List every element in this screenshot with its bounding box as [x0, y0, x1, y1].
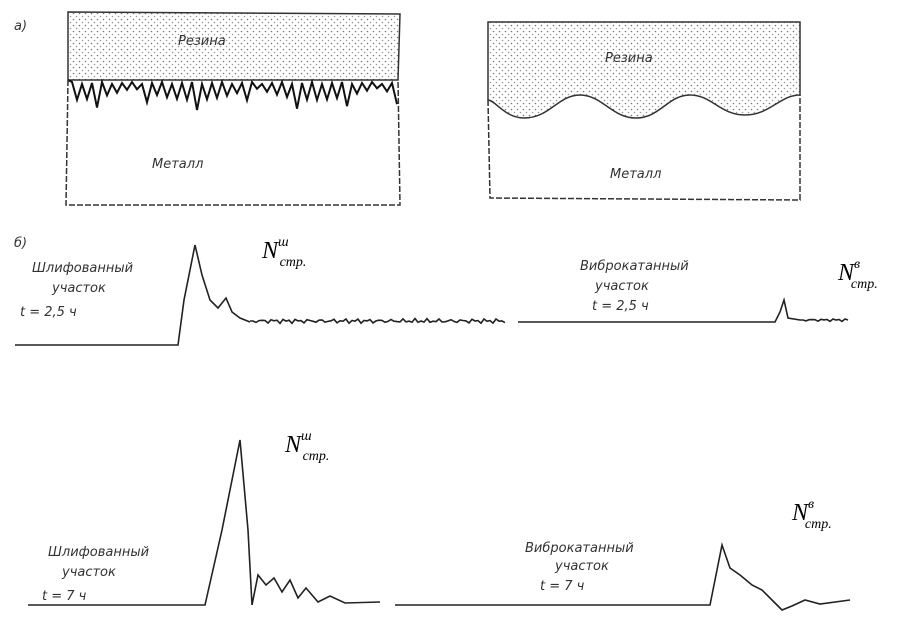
trace — [15, 244, 251, 346]
caption: участок — [61, 565, 116, 580]
metal-label: Металл — [610, 167, 661, 182]
force-label: Nв стр. — [837, 257, 878, 292]
symbol: N — [791, 500, 810, 526]
panel-label: б) — [14, 236, 27, 251]
force-label: Nш стр. — [261, 235, 306, 270]
symbol: N — [837, 260, 856, 286]
rubber-label: Резина — [605, 51, 653, 66]
caption: участок — [554, 559, 609, 574]
caption: Виброкатанный — [580, 259, 689, 274]
left-sketch — [65, 11, 401, 206]
trace — [395, 541, 851, 611]
caption: Шлифованный — [48, 545, 149, 560]
caption: участок — [594, 279, 649, 294]
caption: Шлифованный — [32, 261, 133, 276]
metal-label: Металл — [152, 157, 203, 172]
caption: Виброкатанный — [525, 541, 634, 556]
caption: t = 7 ч — [42, 589, 87, 604]
caption: t = 7 ч — [540, 579, 585, 594]
superscript: в — [808, 497, 814, 512]
superscript: ш — [301, 429, 312, 444]
caption: t = 2,5 ч — [592, 299, 649, 314]
trace — [518, 297, 849, 323]
subscript: стр. — [303, 449, 330, 464]
force-label: Nш стр. — [284, 429, 329, 464]
right-sketch — [487, 21, 801, 201]
symbol: N — [284, 432, 303, 458]
trace — [250, 317, 506, 325]
rubber-label: Резина — [178, 34, 226, 49]
caption: t = 2,5 ч — [20, 305, 77, 320]
subscript: стр. — [805, 517, 832, 532]
panel-label: а) — [14, 19, 27, 34]
superscript: ш — [278, 235, 289, 250]
subscript: стр. — [280, 255, 307, 270]
trace — [28, 439, 381, 606]
symbol: N — [261, 238, 280, 264]
subscript: стр. — [851, 277, 878, 292]
superscript: в — [854, 257, 860, 272]
force-label: Nв стр. — [791, 497, 832, 532]
caption: участок — [51, 281, 106, 296]
